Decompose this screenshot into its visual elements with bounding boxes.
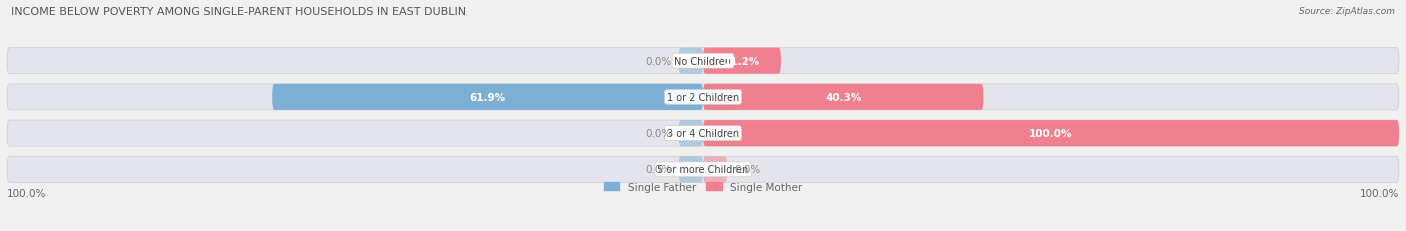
FancyBboxPatch shape [703, 85, 983, 110]
Text: 100.0%: 100.0% [1360, 188, 1399, 198]
Text: 5 or more Children: 5 or more Children [658, 165, 748, 175]
FancyBboxPatch shape [703, 49, 780, 74]
Text: 11.2%: 11.2% [724, 56, 761, 66]
FancyBboxPatch shape [679, 121, 703, 146]
Text: No Children: No Children [675, 56, 731, 66]
FancyBboxPatch shape [7, 157, 1399, 182]
FancyBboxPatch shape [273, 85, 703, 110]
Text: 0.0%: 0.0% [645, 128, 672, 139]
Text: 0.0%: 0.0% [645, 56, 672, 66]
Text: 100.0%: 100.0% [7, 188, 46, 198]
Text: 40.3%: 40.3% [825, 92, 862, 103]
Text: 0.0%: 0.0% [734, 165, 761, 175]
Text: 61.9%: 61.9% [470, 92, 506, 103]
Text: 1 or 2 Children: 1 or 2 Children [666, 92, 740, 103]
Text: 3 or 4 Children: 3 or 4 Children [666, 128, 740, 139]
Text: INCOME BELOW POVERTY AMONG SINGLE-PARENT HOUSEHOLDS IN EAST DUBLIN: INCOME BELOW POVERTY AMONG SINGLE-PARENT… [11, 7, 467, 17]
FancyBboxPatch shape [703, 157, 727, 182]
Text: Source: ZipAtlas.com: Source: ZipAtlas.com [1299, 7, 1395, 16]
Text: 0.0%: 0.0% [645, 165, 672, 175]
FancyBboxPatch shape [703, 121, 1399, 146]
FancyBboxPatch shape [7, 121, 1399, 146]
FancyBboxPatch shape [679, 49, 703, 74]
Legend: Single Father, Single Mother: Single Father, Single Mother [599, 178, 807, 196]
FancyBboxPatch shape [7, 49, 1399, 74]
FancyBboxPatch shape [679, 157, 703, 182]
FancyBboxPatch shape [7, 85, 1399, 110]
Text: 100.0%: 100.0% [1029, 128, 1073, 139]
